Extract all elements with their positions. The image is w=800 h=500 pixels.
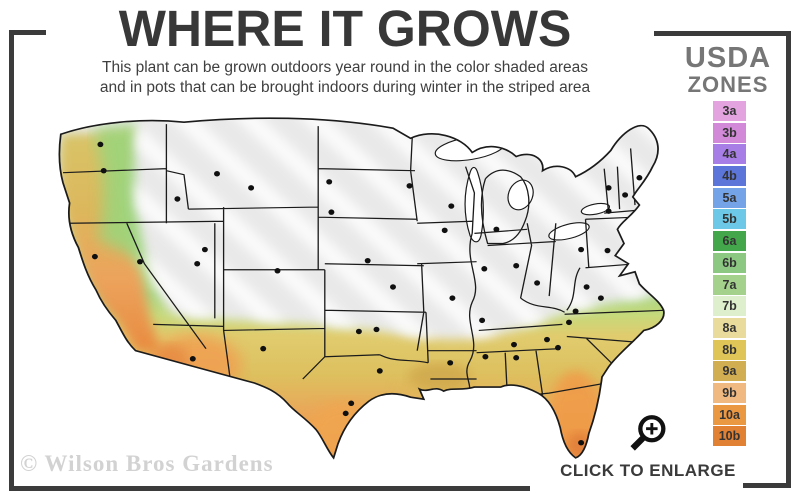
enlarge-control[interactable]: CLICK TO ENLARGE	[548, 410, 748, 481]
page-title: WHERE IT GROWS	[118, 0, 572, 57]
legend-title-usda: USDA	[684, 42, 772, 74]
zone-swatch-3b: 3b	[713, 122, 746, 143]
subtitle-line-1: This plant can be grown outdoors year ro…	[102, 58, 588, 76]
frame-right	[786, 31, 791, 488]
frame-top-left	[9, 30, 46, 35]
zone-swatch-4a: 4a	[713, 144, 746, 165]
zone-swatch-5b: 5b	[713, 209, 746, 230]
arizona-orange-zone	[148, 334, 242, 396]
subtitle-line-2: and in pots that can be brought indoors …	[99, 78, 591, 96]
header: WHERE IT GROWS This plant can be grown o…	[30, 2, 660, 98]
city-dots	[91, 141, 651, 446]
zone-swatch-10b: 10b	[713, 426, 746, 447]
magnifier-zoom-in-icon[interactable]	[625, 410, 671, 458]
zone-swatch-8b: 8b	[713, 339, 746, 360]
zone-swatch-9a: 9a	[713, 361, 746, 382]
zone-swatch-8a: 8a	[713, 317, 746, 338]
frame-bottom-left	[9, 486, 530, 491]
zone-swatch-3a: 3a	[713, 101, 746, 121]
us-hardiness-map[interactable]	[30, 110, 690, 470]
watermark: © Wilson Bros Gardens	[20, 451, 274, 476]
us-hardiness-map-svg[interactable]	[30, 110, 690, 470]
frame-bottom-right	[743, 483, 791, 488]
zone-swatch-4b: 4b	[713, 166, 746, 187]
zone-swatch-6a: 6a	[713, 231, 746, 252]
frame-left	[9, 30, 14, 491]
subtitle: This plant can be grown outdoors year ro…	[30, 58, 660, 98]
zone-swatch-5a: 5a	[713, 187, 746, 208]
enlarge-label: CLICK TO ENLARGE	[560, 461, 736, 480]
frame-top-right	[654, 31, 791, 36]
legend-title-zones: ZONES	[687, 72, 769, 97]
zone-swatch-7b: 7b	[713, 296, 746, 317]
zone-swatch-10a: 10a	[713, 404, 746, 425]
louisiana-gold-zone	[408, 362, 470, 392]
zone-color-scale: 3a 3b 4a 4b 5a 5b 6a 6b 7a 7b 8a 8b 9a 9b 10a 10b	[713, 101, 746, 448]
zone-swatch-7a: 7a	[713, 274, 746, 295]
zone-swatch-9b: 9b	[713, 382, 746, 403]
zone-swatch-6b: 6b	[713, 252, 746, 273]
state-borders	[62, 124, 664, 398]
us-outline-stroke	[58, 117, 665, 460]
usda-zones-legend-title: USDA ZONES	[672, 44, 784, 97]
